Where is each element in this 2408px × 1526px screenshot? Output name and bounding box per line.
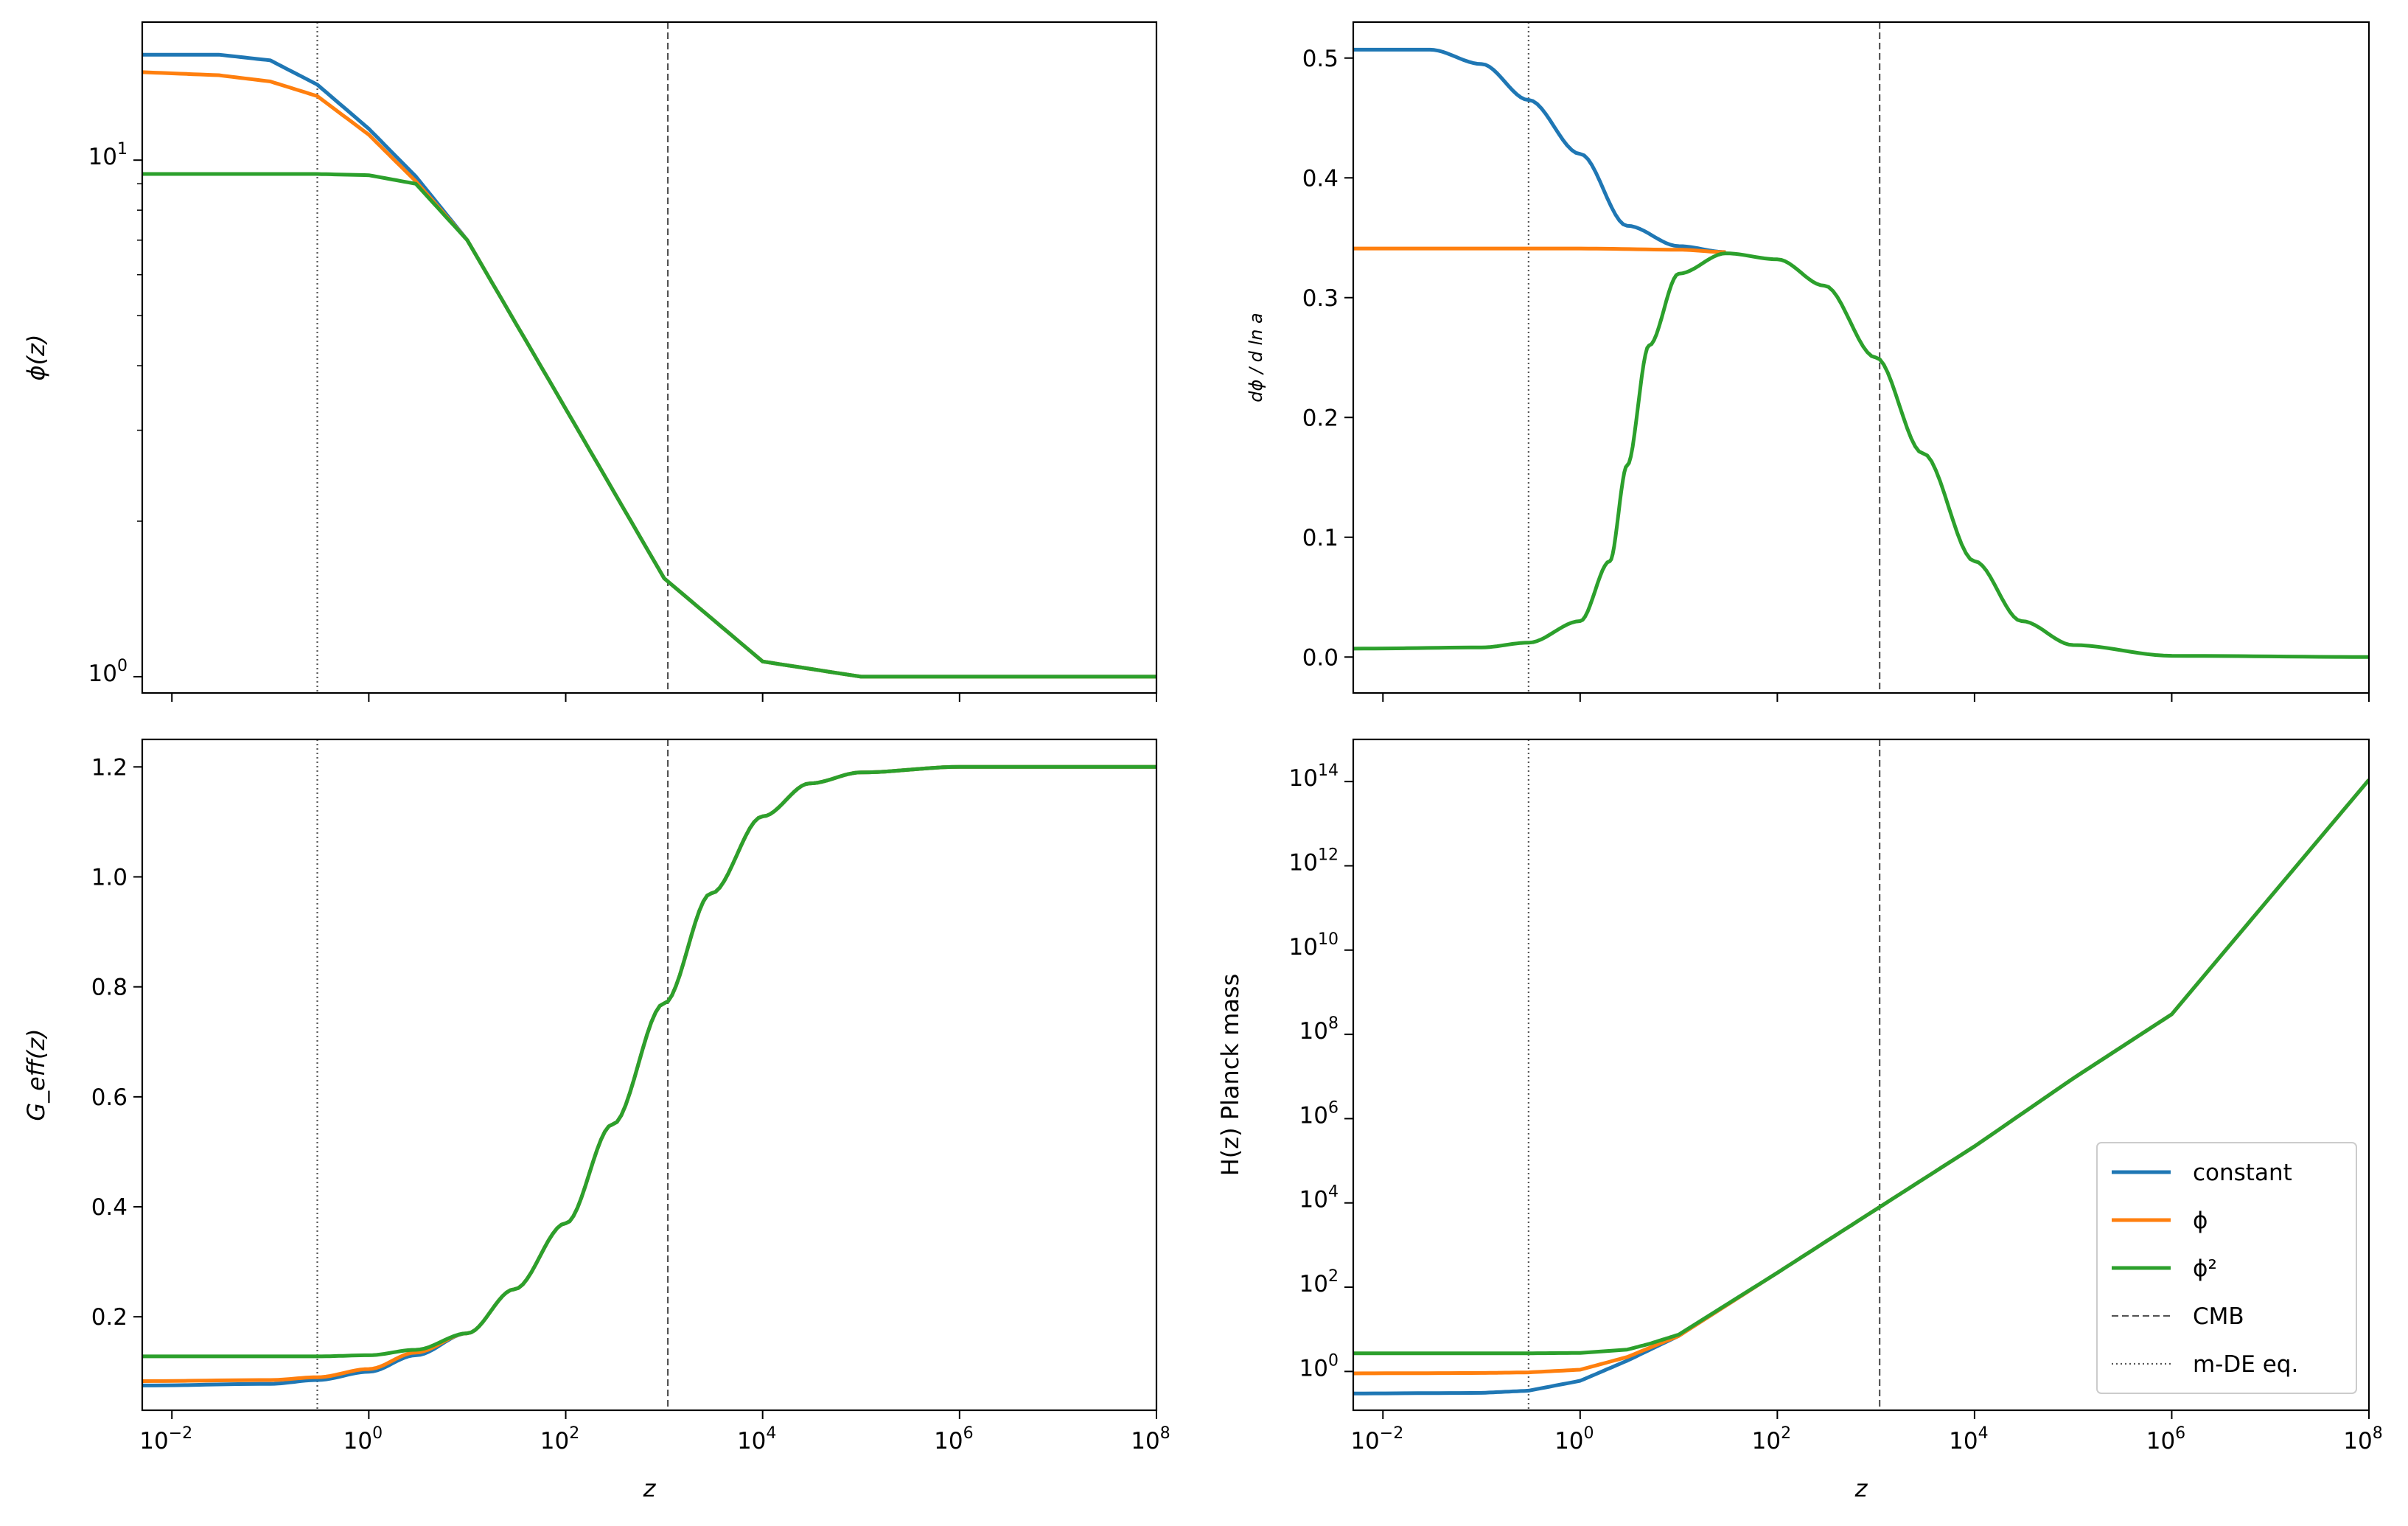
y-tick-label: 106 xyxy=(1299,1098,1339,1129)
y-tick-label: 100 xyxy=(88,657,128,687)
x-tick-label: 104 xyxy=(737,1424,776,1454)
y-tick-label: 108 xyxy=(1299,1014,1339,1045)
y-tick-label: 1010 xyxy=(1289,930,1339,961)
panel-dphi-frame xyxy=(1352,21,2370,694)
x-tick-label: 10−2 xyxy=(1350,1424,1403,1454)
x-tick-label: 106 xyxy=(934,1424,973,1454)
y-tick-label: 101 xyxy=(88,140,128,170)
series-line-1 xyxy=(142,764,1156,1383)
panel-geff-ticks: 10−2 100 102 104 106 108 0.2 0.4 0.6 0.8 1.0 1.2 xyxy=(91,754,1170,1454)
series-line-2 xyxy=(1353,251,2369,659)
x-tick-label: 104 xyxy=(1949,1424,1988,1454)
y-tick-label: 1012 xyxy=(1289,846,1339,876)
y-tick-label: 100 xyxy=(1299,1351,1339,1382)
y-tick-label: 1.0 xyxy=(91,864,128,891)
x-tick-label: 100 xyxy=(343,1424,383,1454)
x-tick-label: 100 xyxy=(1554,1424,1594,1454)
legend-label-0: constant xyxy=(2193,1160,2292,1186)
y-tick-label: 0.2 xyxy=(1302,405,1339,431)
y-tick-label: 102 xyxy=(1299,1267,1339,1297)
panel-geff-frame xyxy=(141,738,1158,1412)
panel-phi-frame xyxy=(141,21,1158,694)
panel-hubble-frame xyxy=(1352,738,2370,1412)
panel-phi-lines xyxy=(142,22,1156,693)
y-tick-label: 0.5 xyxy=(1302,46,1339,72)
y-tick-label: 0.2 xyxy=(91,1304,128,1331)
y-tick-label: 0.1 xyxy=(1302,525,1339,551)
panel-hubble-ticks: 10−2 100 102 104 106 108 100 102 104 106 108 1010 10… xyxy=(1289,762,2383,1454)
legend-label-2: ϕ² xyxy=(2193,1255,2217,1282)
y-tick-label: 0.6 xyxy=(91,1084,128,1111)
panel-dphi-ylabel: dϕ / d ln a xyxy=(1246,313,1266,403)
panel-geff-lines xyxy=(142,739,1156,1410)
panel-hubble: 10−2 100 102 104 106 108 100 102 104 106 108 1010 10… xyxy=(1216,738,2383,1502)
series-line-2 xyxy=(142,172,1156,679)
x-tick-label: 106 xyxy=(2146,1424,2185,1454)
y-tick-label: 0.4 xyxy=(91,1194,128,1221)
panel-hubble-ylabel: H(z) Planck mass xyxy=(1216,974,1244,1177)
series-line-2 xyxy=(142,764,1156,1359)
y-tick-label: 0.4 xyxy=(1302,165,1339,192)
legend-label-3: CMB xyxy=(2193,1303,2244,1330)
y-tick-label: 0.0 xyxy=(1302,644,1339,671)
panel-dphi-lines xyxy=(1353,22,2369,693)
legend-frame xyxy=(2096,1142,2357,1394)
panel-geff-xlabel: z xyxy=(643,1474,657,1502)
y-tick-label: 0.8 xyxy=(91,975,128,1001)
y-tick-label: 1014 xyxy=(1289,762,1339,792)
legend-label-4: m-DE eq. xyxy=(2193,1351,2298,1378)
panel-geff-ylabel: G_eff(z) xyxy=(22,1028,50,1121)
panel-geff: 10−2 100 102 104 106 108 0.2 0.4 0.6 0.8 1.0 1.2 G_… xyxy=(22,738,1170,1502)
series-line-0 xyxy=(142,764,1156,1387)
series-line-0 xyxy=(142,52,1156,679)
panel-phi-ticks: 100 101 xyxy=(88,140,1157,702)
series-line-2 xyxy=(1353,778,2369,1356)
series-line-1 xyxy=(1353,246,1726,254)
panel-hubble-lines xyxy=(1353,739,2369,1410)
series-line-1 xyxy=(142,70,1156,679)
panel-dphi: 0.0 0.1 0.2 0.3 0.4 0.5 dϕ / d ln a xyxy=(1246,21,2370,702)
panel-hubble-xlabel: z xyxy=(1854,1474,1868,1502)
x-tick-label: 108 xyxy=(1131,1424,1170,1454)
panel-phi: 100 101 ϕ(z) xyxy=(22,21,1158,702)
x-tick-label: 102 xyxy=(540,1424,579,1454)
x-tick-label: 108 xyxy=(2343,1424,2382,1454)
legend-label-1: ϕ xyxy=(2193,1208,2208,1234)
legend: constant ϕ ϕ² CMB m-DE eq. xyxy=(2096,1142,2357,1394)
panel-phi-ylabel: ϕ(z) xyxy=(22,335,50,381)
y-tick-label: 1.2 xyxy=(91,754,128,781)
y-tick-label: 0.3 xyxy=(1302,285,1339,312)
panel-dphi-ticks: 0.0 0.1 0.2 0.3 0.4 0.5 xyxy=(1302,46,2370,702)
x-tick-label: 102 xyxy=(1752,1424,1791,1454)
series-line-0 xyxy=(1353,47,1726,254)
x-tick-label: 10−2 xyxy=(139,1424,192,1454)
y-tick-label: 104 xyxy=(1299,1183,1339,1213)
